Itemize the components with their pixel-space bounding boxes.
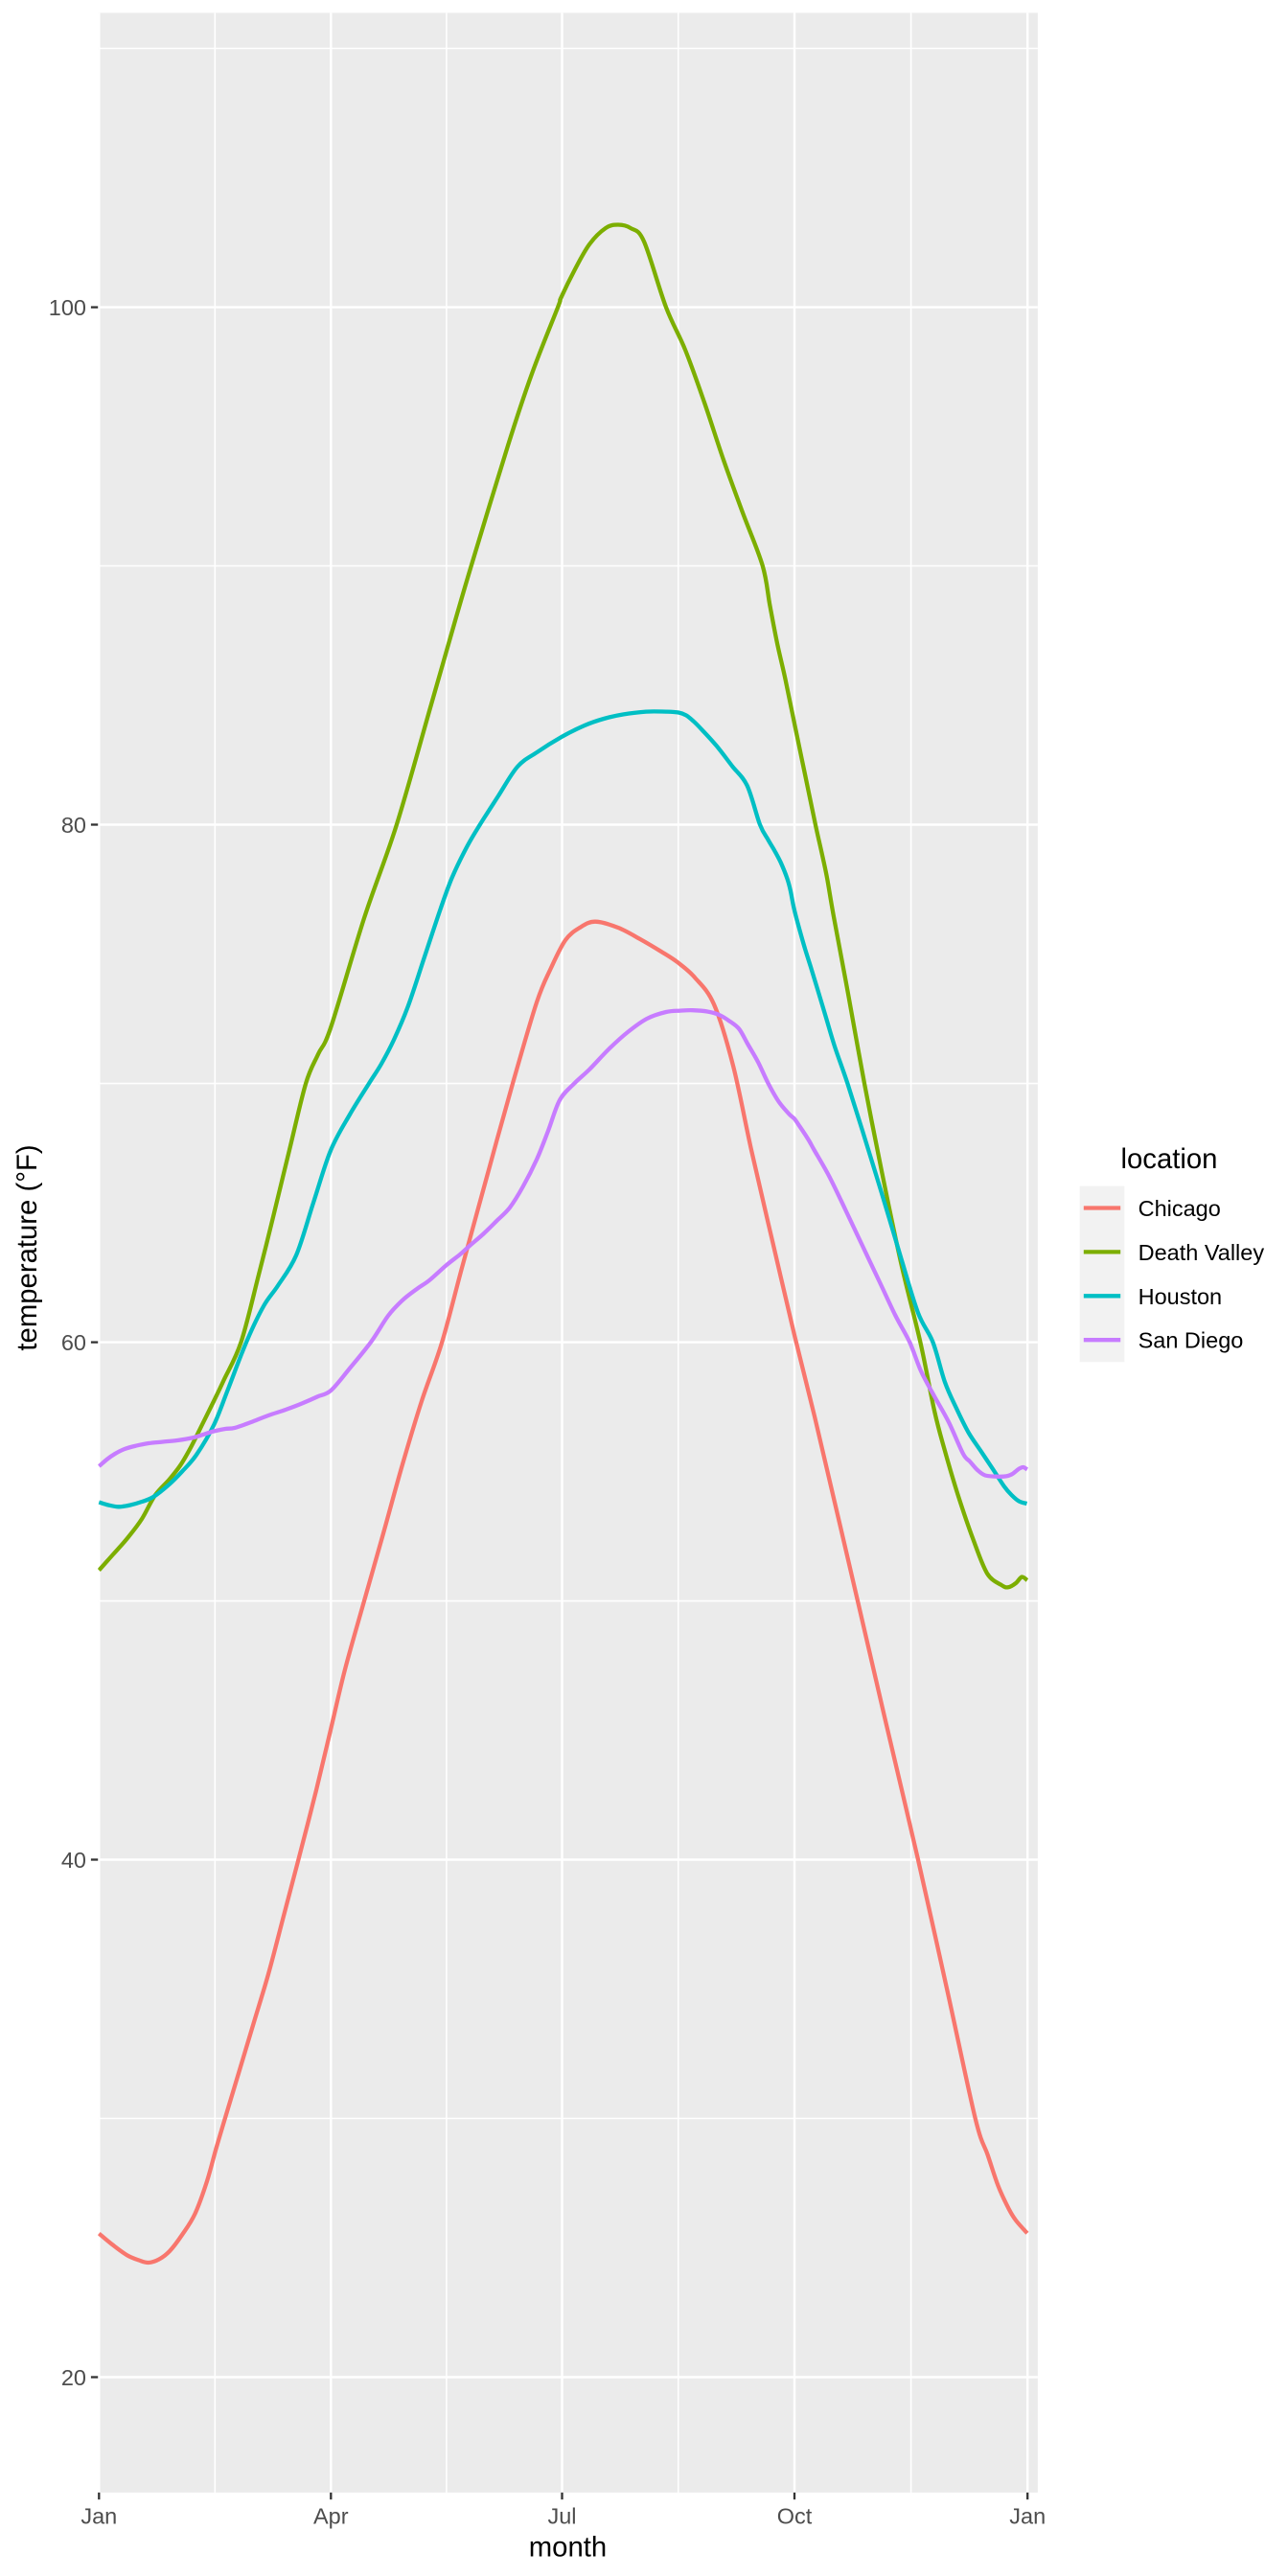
- svg-text:Houston: Houston: [1138, 1284, 1223, 1309]
- svg-text:San Diego: San Diego: [1138, 1328, 1244, 1353]
- svg-text:20: 20: [61, 2365, 86, 2390]
- svg-text:40: 40: [61, 1848, 86, 1873]
- svg-text:Apr: Apr: [313, 2504, 349, 2529]
- svg-text:Jan: Jan: [1009, 2504, 1046, 2529]
- svg-text:Jul: Jul: [547, 2504, 576, 2529]
- svg-text:80: 80: [61, 813, 86, 838]
- svg-text:location: location: [1121, 1143, 1218, 1175]
- svg-text:Oct: Oct: [777, 2504, 813, 2529]
- svg-text:Jan: Jan: [80, 2504, 117, 2529]
- svg-text:temperature (°F): temperature (°F): [12, 1144, 43, 1350]
- svg-text:60: 60: [61, 1330, 86, 1355]
- svg-text:month: month: [529, 2532, 607, 2564]
- svg-text:Chicago: Chicago: [1138, 1196, 1221, 1221]
- svg-text:Death Valley: Death Valley: [1138, 1240, 1265, 1265]
- svg-text:100: 100: [49, 295, 86, 320]
